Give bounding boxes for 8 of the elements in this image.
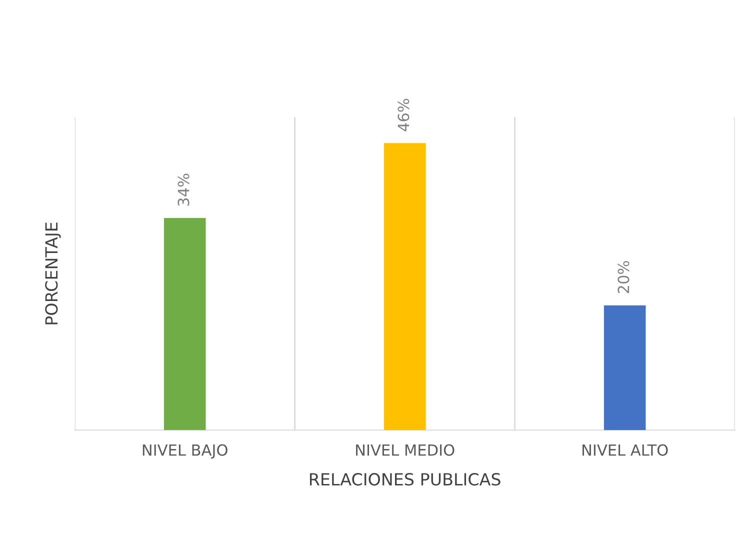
data-label: 46% (398, 98, 410, 132)
x-tick-label: NIVEL MEDIO (356, 444, 454, 456)
y-axis-title: PORCENTAJE (45, 222, 61, 324)
x-axis-title: RELACIONES PUBLICAS (310, 472, 500, 486)
data-label: 20% (618, 261, 630, 294)
data-label: 34% (178, 174, 190, 206)
x-tick-label: NIVEL BAJO (142, 444, 228, 459)
x-tick-label: NIVEL ALTO (582, 444, 668, 456)
